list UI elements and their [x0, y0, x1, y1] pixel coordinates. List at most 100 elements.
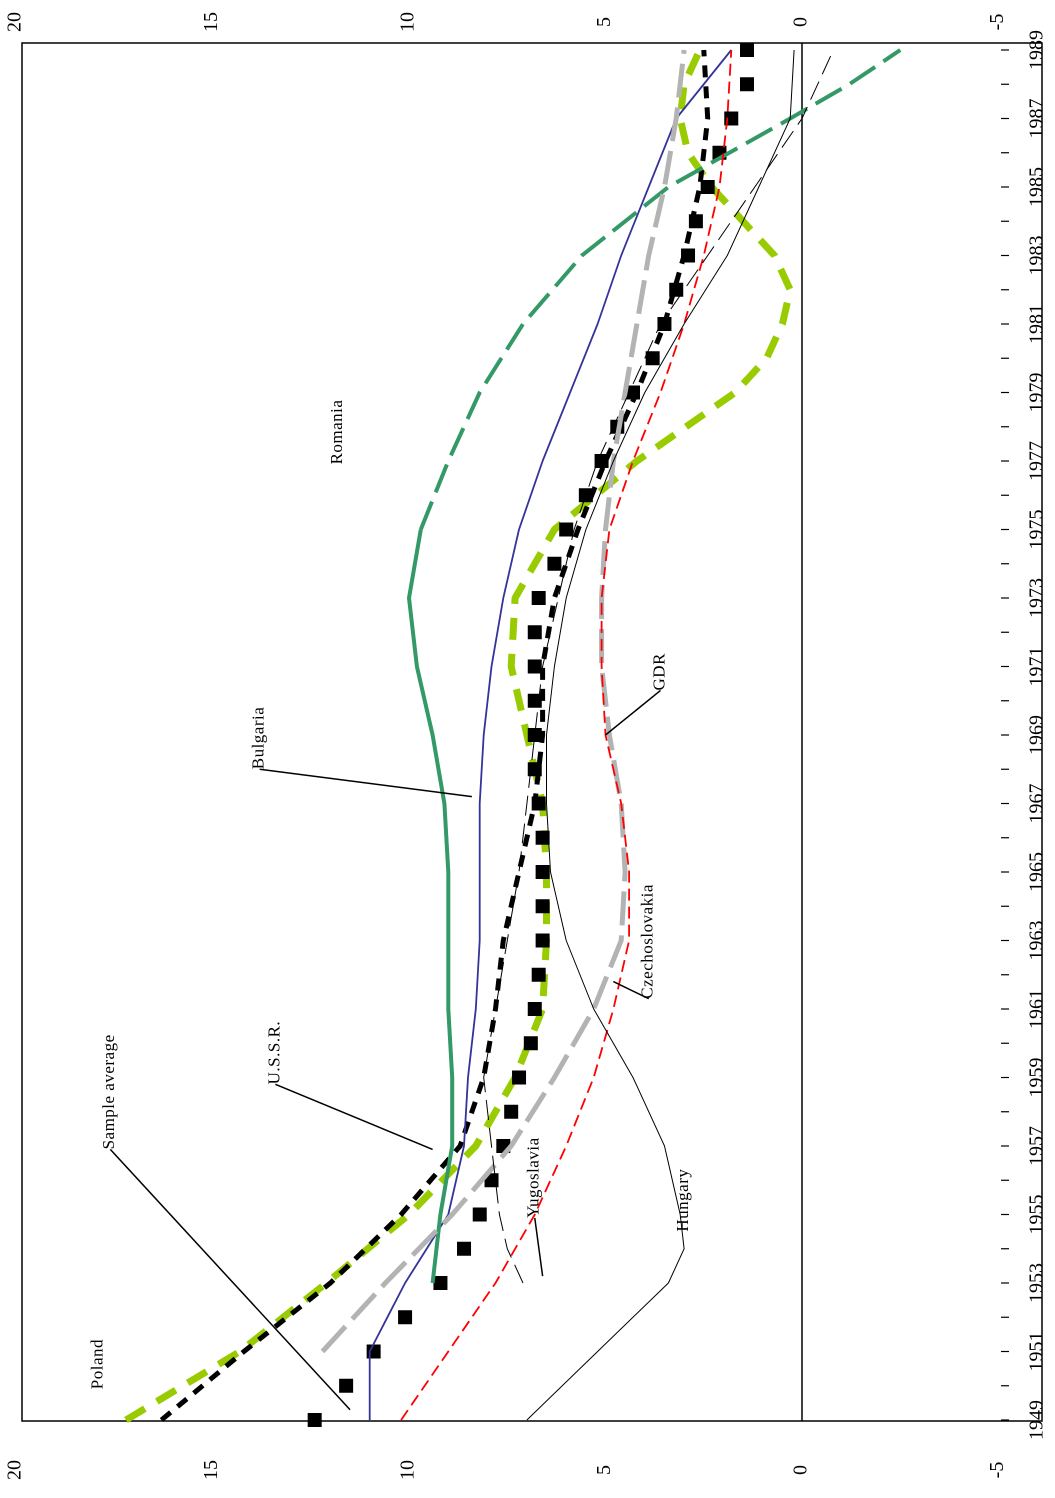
year-tick-label: 1949 [1026, 1400, 1048, 1440]
series-line-yugoslavia [483, 49, 834, 1284]
sample-average-marker [535, 933, 550, 948]
year-tick-label: 1989 [1026, 30, 1048, 70]
sample-average-marker [535, 865, 550, 879]
value-tick-label-top: -5 [986, 14, 1008, 31]
sample-average-marker [512, 1070, 527, 1085]
year-tick-label: 1951 [1026, 1332, 1048, 1372]
series-label-gdr: GDR [649, 653, 668, 691]
series-hungary [526, 49, 795, 1421]
year-tick-label: 1987 [1026, 99, 1048, 139]
sample-average-marker [531, 967, 546, 982]
year-tick-label: 1981 [1026, 304, 1048, 344]
year-tick-label: 1983 [1026, 236, 1048, 276]
series-label-poland: Poland [87, 1339, 106, 1389]
sample-average-marker [559, 522, 574, 537]
sample-average-marker [366, 1344, 381, 1359]
series-romania [407, 48, 902, 1284]
series-line-bulgaria [368, 49, 733, 1420]
sample-average-marker [669, 282, 684, 297]
sample-average-marker [547, 556, 562, 571]
series-label-u-s-s-r: U.S.S.R. [264, 1021, 283, 1085]
leader-line-u-s-s-r [275, 1083, 433, 1151]
sample-average-marker [527, 659, 542, 674]
value-tick-label-bottom: 15 [200, 1460, 222, 1480]
sample-average-marker [535, 830, 550, 845]
sample-average-marker [527, 1002, 542, 1016]
year-tick-label: 1985 [1026, 167, 1048, 207]
year-tick-label: 1963 [1026, 921, 1048, 961]
sample-average-marker [681, 248, 696, 263]
left-axis-tick-labels: 20 15 10 5 0 -5 [4, 12, 1009, 32]
series-line-romania-solid [407, 529, 455, 1284]
leader-line-bulgaria [259, 768, 472, 798]
sample-average-marker [339, 1378, 354, 1393]
value-tick-label-bottom: -5 [986, 1462, 1008, 1479]
series-yugoslavia [483, 49, 834, 1284]
value-tick-label-top: 0 [790, 17, 812, 27]
sample-average-marker [739, 77, 754, 92]
sample-average-marker [398, 1310, 413, 1325]
sample-average-marker [739, 43, 754, 57]
series-poland [124, 48, 794, 1424]
year-tick-label: 1967 [1026, 784, 1048, 824]
annotation-layer: Poland Sample average U.S.S.R. Bulgaria Roma… [87, 400, 692, 1411]
series-label-czechoslovakia: Czechoslovakia [638, 884, 657, 999]
series-line-u-s-s-r [159, 49, 711, 1422]
leader-line-czechoslovakia [613, 980, 650, 1000]
year-tick-label: 1953 [1026, 1263, 1048, 1303]
plot-area-frame [21, 42, 1043, 1422]
year-tick-label: 1961 [1026, 989, 1048, 1029]
value-tick-label-bottom: 10 [397, 1460, 419, 1480]
year-tick-label: 1969 [1026, 715, 1048, 755]
year-tick-label: 1975 [1026, 510, 1048, 550]
year-tick-label: 1977 [1026, 441, 1048, 481]
sample-average-marker [484, 1173, 499, 1188]
value-tick-label-bottom: 0 [790, 1465, 812, 1475]
series-u-s-s-r [159, 49, 711, 1422]
year-tick-label: 1979 [1026, 373, 1048, 413]
sample-average-marker [472, 1207, 487, 1222]
series-line-poland [124, 48, 794, 1424]
year-axis-tick-marks [1001, 49, 1009, 1421]
series-line-hungary [526, 49, 795, 1421]
year-axis-tick-labels: 1949 1951 1953 1955 1957 1959 1961 1963 1965 1967… [1026, 30, 1048, 1440]
sample-average-marker [700, 180, 715, 194]
right-axis-tick-labels: 20 15 10 5 0 -5 [4, 1460, 1009, 1480]
leader-line-yugoslavia [534, 1217, 544, 1277]
value-tick-label-top: 10 [397, 12, 419, 32]
sample-average-marker [688, 214, 703, 229]
value-tick-label-top: 15 [200, 12, 222, 32]
sample-average-marker [527, 728, 542, 742]
sample-average-marker [504, 1104, 519, 1119]
year-tick-label: 1957 [1026, 1126, 1048, 1166]
sample-average-marker [626, 385, 641, 400]
series-bulgaria [368, 49, 733, 1420]
sample-average-marker [307, 1413, 322, 1427]
sample-average-marker [645, 351, 660, 366]
sample-average-marker [457, 1241, 472, 1256]
sample-average-marker [594, 454, 609, 468]
series-label-hungary: Hungary [673, 1169, 692, 1232]
sample-average-marker [531, 796, 546, 811]
value-tick-label-top: 5 [593, 17, 615, 27]
value-tick-label-bottom: 5 [593, 1465, 615, 1475]
sample-average-marker [531, 591, 546, 605]
leader-line-gdr [605, 689, 661, 736]
sample-average-marker [535, 899, 550, 914]
series-label-yugoslavia: Yugoslavia [524, 1137, 543, 1218]
sample-average-marker [657, 317, 672, 331]
series-line-romania-dashed [418, 48, 902, 531]
series-line-gdr [320, 49, 687, 1354]
sample-average-marker [523, 1036, 538, 1051]
series-label-sample-average: Sample average [99, 1034, 118, 1149]
year-tick-label: 1955 [1026, 1195, 1048, 1235]
sample-average-marker [433, 1276, 448, 1290]
year-tick-label: 1959 [1026, 1058, 1048, 1098]
year-tick-label: 1965 [1026, 852, 1048, 892]
value-tick-label-bottom: 20 [4, 1460, 26, 1480]
sample-average-marker [527, 762, 542, 777]
year-tick-label: 1971 [1026, 647, 1048, 687]
value-tick-label-top: 20 [4, 12, 26, 32]
